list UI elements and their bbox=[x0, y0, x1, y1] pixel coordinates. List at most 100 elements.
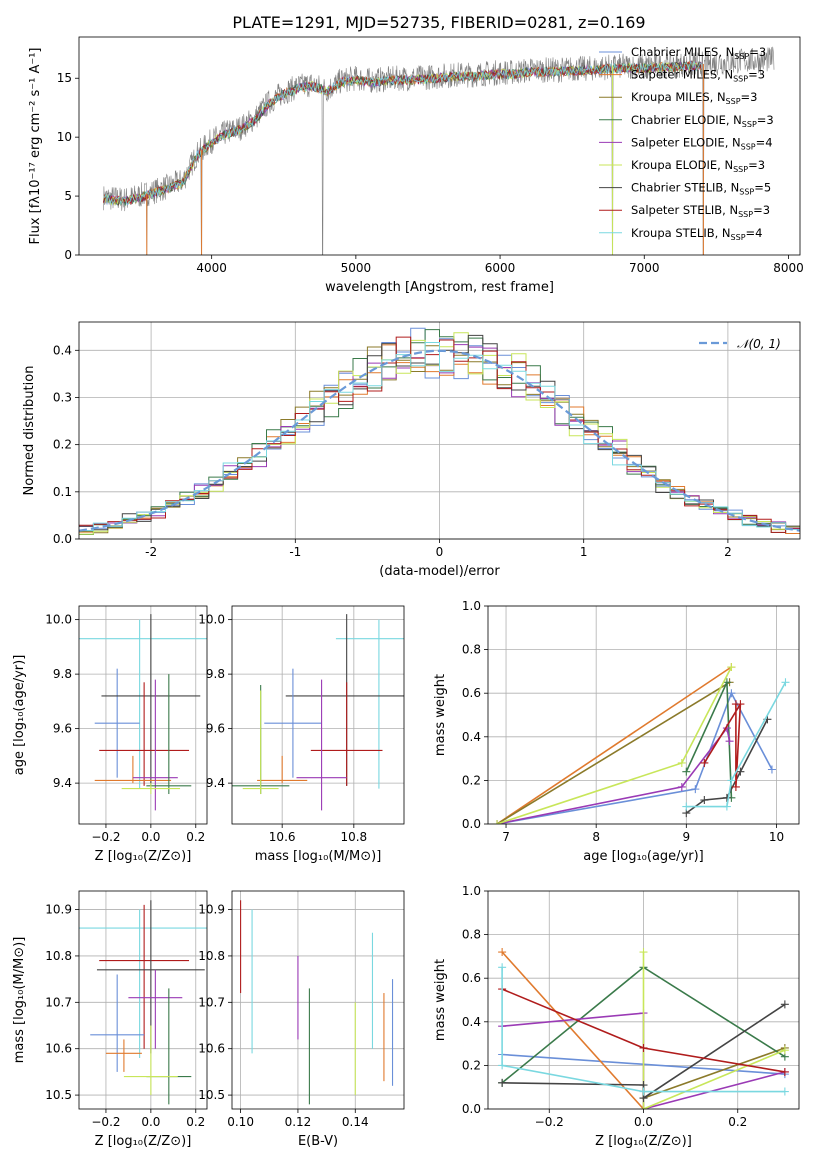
y-tick-label: 0.0 bbox=[462, 1102, 481, 1116]
y-axis-label: mass weight bbox=[433, 959, 448, 1041]
x-tick-label: 2 bbox=[724, 545, 732, 559]
weight-marker bbox=[700, 796, 709, 805]
y-tick-label: 10.8 bbox=[198, 949, 225, 963]
weight-marker bbox=[639, 1087, 648, 1096]
x-tick-label: 0.2 bbox=[186, 830, 205, 844]
panel-mass_vs_Z: −0.2 0.0 0.2 10.5 10.6 10.7 10.8 10.9 Z [log₁₀(Z… bbox=[12, 890, 208, 1149]
weight-marker bbox=[700, 758, 709, 767]
x-tick-label: 7000 bbox=[629, 261, 660, 275]
histogram-series bbox=[79, 344, 800, 529]
y-tick-label: 1.0 bbox=[462, 884, 481, 898]
plot-area bbox=[79, 614, 207, 811]
y-tick-label: 9.8 bbox=[53, 667, 72, 681]
legend-entry: Salpeter STELIB, NSSP=3 bbox=[631, 203, 770, 219]
y-tick-label: 9.4 bbox=[206, 776, 225, 790]
weight-series bbox=[496, 666, 732, 824]
axes-frame bbox=[78, 605, 208, 825]
weight-marker bbox=[682, 802, 691, 811]
x-tick-label: 8000 bbox=[773, 261, 804, 275]
axes-frame bbox=[487, 890, 800, 1110]
weight-series bbox=[496, 691, 773, 824]
y-tick-label: 0.2 bbox=[53, 438, 72, 452]
legend-entry: Chabrier ELODIE, NSSP=3 bbox=[631, 113, 774, 129]
x-tick-label: 0.0 bbox=[141, 1115, 160, 1129]
x-axis-label: Z [log₁₀(Z/Z⊙)] bbox=[95, 1134, 192, 1149]
x-tick-label: 0.0 bbox=[634, 1115, 653, 1129]
x-tick-label: −0.2 bbox=[91, 1115, 120, 1129]
weight-marker bbox=[731, 700, 740, 709]
legend-entry: Chabrier STELIB, NSSP=5 bbox=[631, 181, 771, 197]
x-tick-label: 0.10 bbox=[227, 1115, 254, 1129]
x-tick-label: 0.12 bbox=[285, 1115, 312, 1129]
weight-marker bbox=[767, 765, 776, 774]
weight-series bbox=[501, 967, 785, 1093]
plot-area bbox=[103, 46, 775, 255]
panel-weight_vs_age: 7 8 9 10 0.0 0.2 0.4 0.6 0.8 1.0 age [log₁₀(age/yr… bbox=[433, 599, 800, 864]
x-tick-label: 10.6 bbox=[269, 830, 296, 844]
y-tick-label: 10.5 bbox=[45, 1088, 72, 1102]
y-tick-label: 5 bbox=[64, 189, 72, 203]
y-axis-label: age [log₁₀(age/yr)] bbox=[12, 655, 27, 776]
y-tick-label: 0.0 bbox=[53, 532, 72, 546]
y-tick-label: 10.8 bbox=[45, 949, 72, 963]
x-tick-label: 0.2 bbox=[186, 1115, 205, 1129]
weight-series bbox=[501, 951, 645, 1109]
x-tick-label: 4000 bbox=[196, 261, 227, 275]
y-tick-label: 0 bbox=[64, 248, 72, 262]
x-tick-label: −0.2 bbox=[91, 830, 120, 844]
weight-marker bbox=[722, 793, 731, 802]
y-axis-label: mass [log₁₀(M/M⊙)] bbox=[12, 937, 27, 1064]
x-tick-label: 0.2 bbox=[728, 1115, 747, 1129]
legend-entry: Kroupa ELODIE, NSSP=3 bbox=[631, 158, 765, 174]
plot-area bbox=[498, 948, 789, 1109]
legend-entry: Salpeter ELODIE, NSSP=4 bbox=[631, 135, 773, 151]
plot-area bbox=[493, 663, 790, 824]
y-tick-label: 0.0 bbox=[462, 817, 481, 831]
plot-area bbox=[240, 900, 394, 1105]
weight-marker bbox=[682, 767, 691, 776]
y-tick-label: 0.6 bbox=[462, 686, 481, 700]
weight-series bbox=[686, 681, 787, 808]
panel-age_vs_Z: −0.2 0.0 0.2 9.4 9.6 9.8 10.0 Z [log₁₀(Z/Z⊙)] ag… bbox=[12, 605, 208, 864]
x-tick-label: 9 bbox=[682, 830, 690, 844]
legend-entry: Salpeter MILES, NSSP=3 bbox=[631, 68, 765, 84]
x-tick-label: 0.14 bbox=[342, 1115, 369, 1129]
axes-frame bbox=[231, 605, 405, 825]
weight-series bbox=[643, 1047, 786, 1099]
weight-marker bbox=[780, 1067, 789, 1076]
weight-marker bbox=[498, 948, 507, 957]
x-tick-label: 0 bbox=[436, 545, 444, 559]
x-tick-label: −0.2 bbox=[535, 1115, 564, 1129]
y-tick-label: 10.6 bbox=[198, 1042, 225, 1056]
x-tick-label: 8 bbox=[592, 830, 600, 844]
y-axis-label: mass weight bbox=[433, 674, 448, 756]
weight-series bbox=[496, 726, 731, 824]
x-tick-label: 10.8 bbox=[340, 830, 367, 844]
weight-marker bbox=[780, 1087, 789, 1096]
y-tick-label: 15 bbox=[57, 71, 72, 85]
axes-frame bbox=[78, 890, 208, 1110]
weight-series bbox=[496, 681, 731, 824]
y-tick-label: 0.3 bbox=[53, 390, 72, 404]
panel-mass_vs_EBV: 0.10 0.12 0.14 10.5 10.6 10.7 10.8 10.9 E(B-V) bbox=[198, 890, 405, 1149]
weight-marker bbox=[691, 785, 700, 794]
weight-marker bbox=[722, 802, 731, 811]
y-tick-label: 0.4 bbox=[462, 730, 481, 744]
x-tick-label: -2 bbox=[145, 545, 157, 559]
weight-series bbox=[703, 703, 742, 787]
weight-marker bbox=[493, 820, 502, 824]
y-tick-label: 10.7 bbox=[45, 995, 72, 1009]
weight-marker bbox=[677, 782, 686, 791]
panel-age_vs_mass: 10.6 10.8 9.4 9.6 9.8 10.0 mass [log₁₀(M/M⊙)] bbox=[198, 605, 405, 864]
y-tick-label: 10.7 bbox=[198, 995, 225, 1009]
y-tick-label: 0.4 bbox=[53, 343, 72, 357]
axes-frame bbox=[78, 321, 801, 540]
y-axis-label: Normed distribution bbox=[22, 366, 37, 496]
weight-marker bbox=[498, 1061, 507, 1070]
x-tick-label: 5000 bbox=[341, 261, 372, 275]
axes-frame bbox=[78, 36, 801, 256]
figure-title: PLATE=1291, MJD=52735, FIBERID=0281, z=0… bbox=[232, 13, 645, 32]
weight-marker bbox=[731, 782, 740, 791]
legend-entry: Kroupa MILES, NSSP=3 bbox=[631, 90, 757, 106]
